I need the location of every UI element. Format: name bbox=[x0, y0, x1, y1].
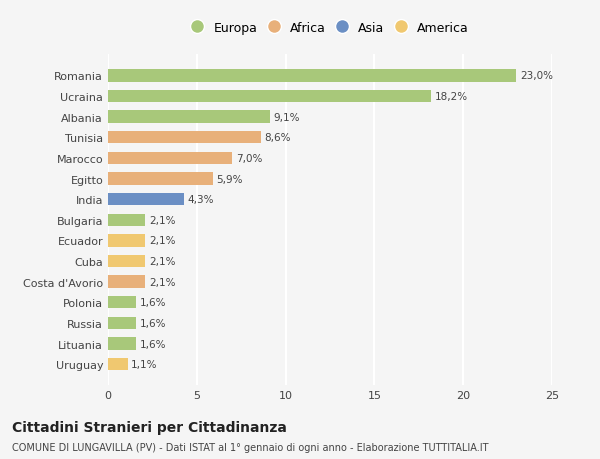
Bar bbox=[108, 132, 261, 144]
Text: 1,6%: 1,6% bbox=[140, 297, 166, 308]
Legend: Europa, Africa, Asia, America: Europa, Africa, Asia, America bbox=[187, 18, 473, 39]
Text: 23,0%: 23,0% bbox=[520, 71, 553, 81]
Text: 18,2%: 18,2% bbox=[435, 92, 468, 102]
Bar bbox=[108, 358, 128, 370]
Text: 2,1%: 2,1% bbox=[149, 215, 175, 225]
Text: 1,6%: 1,6% bbox=[140, 339, 166, 349]
Bar bbox=[108, 235, 145, 247]
Text: COMUNE DI LUNGAVILLA (PV) - Dati ISTAT al 1° gennaio di ogni anno - Elaborazione: COMUNE DI LUNGAVILLA (PV) - Dati ISTAT a… bbox=[12, 442, 488, 452]
Bar bbox=[108, 194, 184, 206]
Bar bbox=[108, 173, 213, 185]
Text: 2,1%: 2,1% bbox=[149, 257, 175, 267]
Text: 2,1%: 2,1% bbox=[149, 277, 175, 287]
Bar bbox=[108, 338, 136, 350]
Bar bbox=[108, 152, 232, 165]
Bar bbox=[108, 317, 136, 330]
Text: 4,3%: 4,3% bbox=[188, 195, 214, 205]
Bar bbox=[108, 255, 145, 268]
Text: 1,6%: 1,6% bbox=[140, 318, 166, 328]
Bar bbox=[108, 91, 431, 103]
Bar bbox=[108, 276, 145, 288]
Text: 7,0%: 7,0% bbox=[236, 154, 262, 163]
Text: Cittadini Stranieri per Cittadinanza: Cittadini Stranieri per Cittadinanza bbox=[12, 420, 287, 435]
Text: 5,9%: 5,9% bbox=[217, 174, 243, 184]
Text: 8,6%: 8,6% bbox=[264, 133, 291, 143]
Bar bbox=[108, 111, 269, 123]
Text: 9,1%: 9,1% bbox=[273, 112, 299, 123]
Bar bbox=[108, 214, 145, 226]
Bar bbox=[108, 70, 517, 83]
Bar bbox=[108, 297, 136, 309]
Text: 2,1%: 2,1% bbox=[149, 236, 175, 246]
Text: 1,1%: 1,1% bbox=[131, 359, 158, 369]
